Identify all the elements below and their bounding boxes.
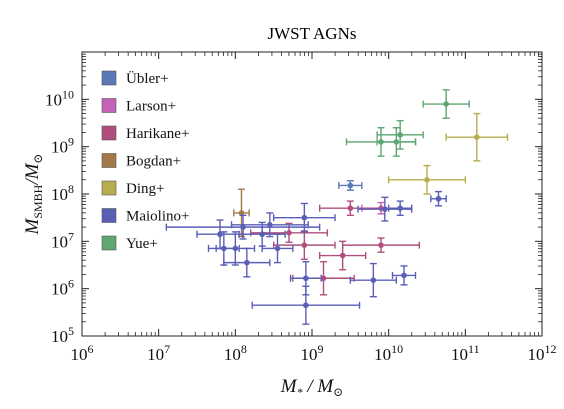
point-marker [303, 275, 309, 282]
point-marker [240, 224, 246, 230]
data-point [318, 200, 382, 217]
data-point [445, 112, 509, 162]
data-point [196, 219, 244, 250]
legend-item: Maiolino+ [101, 208, 189, 225]
legend-label: Yue+ [126, 236, 158, 252]
x-axis-label: M* / M⊙ [280, 376, 344, 399]
legend-swatch [101, 208, 117, 223]
data-point [318, 240, 367, 271]
data-point [223, 247, 271, 278]
point-marker [221, 245, 227, 252]
legend-swatch [101, 125, 117, 141]
axis-ticks [81, 51, 543, 337]
x-tick-label: 109 [301, 342, 324, 364]
point-marker [274, 245, 281, 252]
data-point [376, 127, 417, 157]
legend-label: Übler+ [126, 70, 169, 87]
legend-item: Harikane+ [101, 125, 189, 142]
point-marker [347, 182, 354, 189]
point-marker [474, 134, 480, 140]
data-point [422, 89, 470, 119]
data-point [391, 265, 417, 286]
data-point [233, 188, 250, 238]
legend-swatch [101, 98, 117, 113]
legend-item: Bogdan+ [101, 153, 181, 170]
data-point [251, 285, 361, 325]
y-tick-label: 105 [51, 324, 74, 346]
point-marker [397, 132, 403, 138]
data-point [165, 214, 321, 240]
point-marker [259, 231, 265, 238]
legend-item: Larson+ [101, 98, 176, 115]
point-marker [401, 272, 407, 279]
legend-swatch [101, 70, 117, 86]
point-marker [238, 210, 245, 216]
x-tick-labels: 106 107 108 109 1010 1011 1012 [71, 342, 557, 364]
point-marker [378, 242, 384, 248]
x-tick-label: 107 [147, 342, 170, 364]
legend-label: Bogdan+ [126, 154, 181, 170]
data-point [341, 237, 421, 253]
legend-item: Ding+ [101, 180, 164, 197]
legend-label: Maiolino+ [126, 209, 189, 225]
point-marker [424, 177, 430, 183]
data-point [272, 202, 336, 233]
point-marker [244, 259, 250, 266]
data-points [165, 89, 509, 325]
point-marker [339, 252, 346, 259]
legend-label: Larson+ [126, 99, 176, 115]
y-tick-label: 1010 [45, 87, 74, 109]
data-point [387, 164, 467, 195]
y-axis-label: MSMBH/M⊙ [22, 153, 45, 235]
y-tick-label: 106 [51, 277, 74, 299]
x-tick-label: 1010 [374, 342, 403, 364]
data-point [349, 262, 398, 298]
point-marker [217, 231, 223, 238]
point-marker [303, 302, 309, 309]
y-tick-label: 109 [51, 135, 74, 157]
data-point [261, 233, 294, 264]
legend-swatch [101, 180, 117, 196]
legend-item: Übler+ [101, 70, 169, 87]
y-tick-label: 107 [51, 229, 74, 251]
data-point [338, 180, 363, 191]
x-tick-label: 108 [224, 342, 247, 364]
point-marker [320, 275, 327, 282]
legend-label: Ding+ [126, 181, 164, 197]
point-marker [370, 277, 377, 283]
data-point [376, 119, 424, 150]
point-marker [286, 230, 292, 236]
legend-item: Yue+ [101, 235, 158, 252]
point-marker [347, 205, 354, 211]
x-tick-label: 106 [71, 342, 94, 364]
legend: Übler+ Larson+ Harikane+ Bogdan+ Ding+ Maioli… [101, 70, 189, 252]
point-marker [393, 139, 400, 145]
point-marker [443, 101, 449, 107]
point-marker [301, 242, 308, 248]
point-marker [435, 195, 442, 202]
y-tick-labels: 105 106 107 108 109 1010 [45, 87, 74, 346]
point-marker [397, 205, 403, 211]
x-tick-label: 1011 [451, 342, 480, 364]
legend-swatch [101, 235, 117, 251]
legend-swatch [101, 153, 117, 168]
point-marker [382, 206, 388, 212]
chart-title: JWST AGNs [268, 24, 357, 43]
x-tick-label: 1012 [528, 342, 557, 364]
y-tick-label: 108 [51, 182, 74, 204]
legend-label: Harikane+ [126, 126, 189, 142]
data-point [230, 212, 309, 238]
point-marker [267, 221, 273, 228]
data-point [387, 200, 413, 217]
data-point [430, 190, 447, 207]
point-marker [301, 214, 308, 221]
